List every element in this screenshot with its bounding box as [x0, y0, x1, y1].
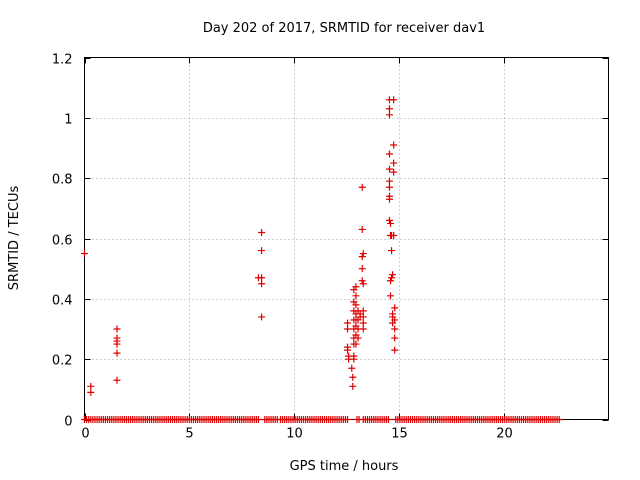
data-point	[344, 319, 352, 327]
x-tick-label: 5	[185, 427, 193, 442]
data-point	[385, 111, 393, 119]
axis-ticks	[84, 57, 609, 421]
y-tick-label: 0.2	[52, 354, 73, 369]
data-point	[349, 373, 357, 381]
data-point	[113, 325, 121, 333]
data-point	[387, 277, 395, 285]
data-point	[352, 283, 360, 291]
data-point	[358, 277, 366, 285]
data-point	[352, 340, 360, 348]
data-point	[358, 183, 366, 191]
data-point	[87, 382, 95, 390]
zero-value-points	[81, 416, 563, 423]
y-axis-label: SRMTID / TECUs	[7, 186, 22, 291]
data-point	[391, 334, 399, 342]
x-tick-label: 15	[391, 427, 408, 442]
y-tick-label: 0.6	[52, 234, 73, 249]
data-point	[350, 355, 358, 363]
data-point	[344, 325, 352, 333]
data-point	[358, 225, 366, 233]
data-point	[390, 141, 398, 149]
data-point	[258, 228, 266, 236]
data-point	[391, 304, 399, 312]
data-point	[258, 313, 266, 321]
data-point	[358, 265, 366, 273]
data-point	[113, 376, 121, 384]
data-point	[387, 219, 395, 227]
y-tick-label: 0.4	[52, 294, 73, 309]
data-point	[385, 177, 393, 185]
data-point	[349, 382, 357, 390]
data-point	[358, 253, 366, 261]
x-tick-labels: 0 5 10 15 20	[81, 427, 512, 442]
data-point	[348, 364, 356, 372]
data-point	[385, 105, 393, 113]
data-point	[385, 165, 393, 173]
data-point	[258, 247, 266, 255]
data-point	[387, 292, 395, 300]
data-point	[389, 271, 397, 279]
data-point	[390, 96, 398, 104]
data-point	[388, 247, 396, 255]
data-point	[359, 313, 367, 321]
data-point	[390, 168, 398, 176]
data-point	[359, 307, 367, 315]
data-point	[113, 340, 121, 348]
zero-point	[254, 416, 262, 423]
data-point	[390, 159, 398, 167]
data-point	[385, 216, 393, 224]
plot-frame	[84, 57, 609, 420]
x-axis-label: GPS time / hours	[290, 459, 399, 474]
data-point	[81, 250, 88, 258]
data-point	[258, 274, 266, 282]
y-tick-label: 1.2	[52, 53, 73, 68]
x-tick-label: 0	[81, 427, 89, 442]
zero-point	[384, 416, 392, 423]
data-point	[391, 325, 399, 333]
chart-title: Day 202 of 2017, SRMTID for receiver dav…	[203, 21, 485, 36]
y-tick-labels: 0 0.2 0.4 0.6 0.8 1 1.2	[52, 53, 73, 430]
x-tick-label: 10	[286, 427, 303, 442]
data-point	[388, 274, 396, 282]
data-point	[385, 195, 393, 203]
data-point	[391, 316, 399, 324]
data-points	[81, 96, 399, 396]
data-point	[359, 319, 367, 327]
y-tick-label: 0	[64, 415, 72, 430]
data-point	[385, 150, 393, 158]
y-tick-label: 0.8	[52, 173, 73, 188]
data-point	[391, 346, 399, 354]
data-point	[359, 280, 367, 288]
data-point	[354, 334, 362, 342]
data-point	[359, 325, 367, 333]
data-point	[113, 349, 121, 357]
data-point	[352, 292, 360, 300]
data-point	[390, 231, 398, 239]
data-point	[352, 301, 360, 309]
data-point	[359, 250, 367, 258]
x-tick-label: 20	[496, 427, 513, 442]
grid-lines	[84, 57, 609, 420]
data-point	[87, 388, 95, 396]
data-point	[344, 346, 352, 354]
y-tick-label: 1	[64, 113, 72, 128]
zero-point	[344, 416, 352, 423]
data-point	[258, 280, 266, 288]
zero-point	[555, 416, 563, 423]
data-point	[385, 183, 393, 191]
